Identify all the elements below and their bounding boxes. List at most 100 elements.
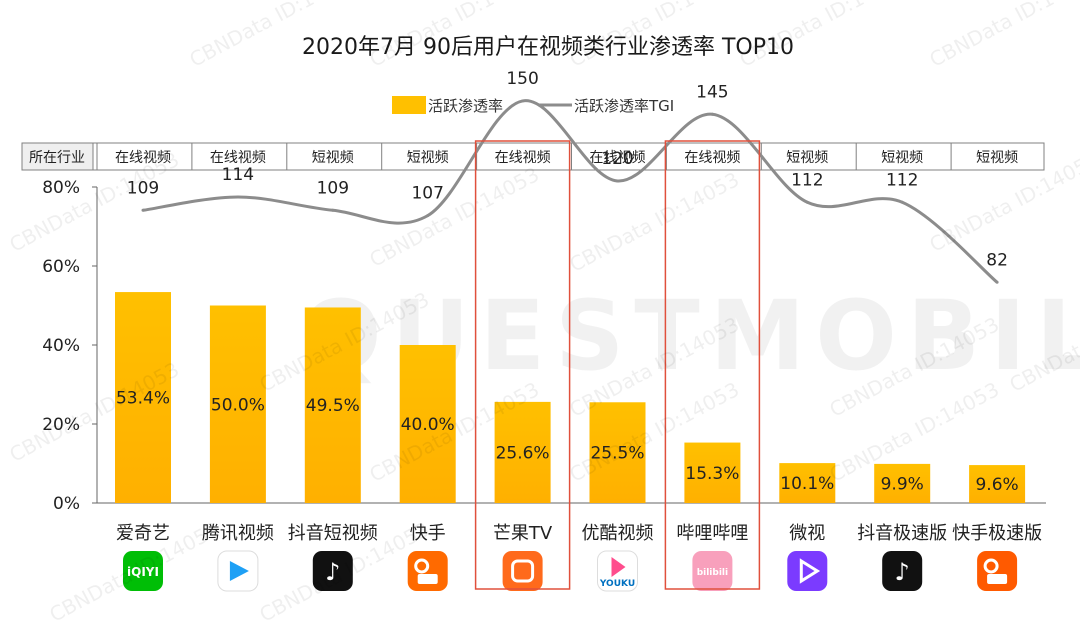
bar-value-label: 10.1% [780, 474, 834, 494]
note-glyph: ♪ [895, 558, 910, 586]
icon-tile [123, 551, 163, 591]
tgi-point [521, 99, 525, 103]
tgi-value-label: 114 [222, 165, 254, 185]
bar-value-label: 50.0% [211, 395, 265, 415]
tgi-value-label: 82 [986, 250, 1008, 270]
play-glyph [799, 558, 821, 584]
play-glyph [229, 561, 249, 581]
iqiyi-icon: iQIYI [123, 551, 163, 591]
header-label: 所在行业 [29, 150, 85, 166]
kuaishou-lite-icon [977, 551, 1018, 591]
app-icons: iQIYI ♪ YOUKU bilibili ♪ [123, 550, 1018, 592]
bar [494, 401, 551, 503]
icon-tile [787, 551, 828, 591]
icon-tile [692, 551, 733, 591]
glyph-camera [987, 574, 1008, 584]
category-label: 快手极速版 [952, 523, 1042, 544]
y-tick-label: 20% [42, 415, 80, 435]
category-label: 快手 [410, 523, 446, 544]
glyph-circle [983, 558, 999, 574]
kuaishou-icon [407, 551, 448, 591]
icon-text: YOUKU [599, 579, 635, 589]
bar [304, 307, 361, 503]
industry-label: 在线视频 [210, 150, 266, 166]
tgi-point [805, 200, 809, 204]
industry-label: 短视频 [312, 150, 354, 166]
legend-label-line: 活跃渗透率TGI [574, 97, 674, 115]
glyph-camera [417, 574, 438, 584]
bar-value-label: 40.0% [401, 415, 455, 435]
y-tick-label: 0% [53, 494, 80, 514]
icon-text: iQIYI [127, 565, 159, 579]
tgi-series: 109 114 109 107 150 120 145 112 112 82 [127, 69, 1008, 284]
bar-value-label: 9.6% [975, 475, 1018, 495]
header-label-cell [21, 142, 94, 171]
icon-tile [882, 551, 923, 591]
industry-label: 短视频 [881, 150, 923, 166]
bar [115, 292, 171, 503]
x-axis-categories: 爱奇艺 腾讯视频 抖音短视频 快手 芒果TV 优酷视频 哔哩哔哩 微视 抖音极速版 快手极速版 [116, 523, 1042, 544]
tgi-point [710, 112, 714, 116]
industry-label: 在线视频 [115, 150, 171, 166]
chart-title: 2020年7月 90后用户在视频类行业渗透率 TOP10 [302, 35, 794, 60]
icon-tile [977, 551, 1018, 591]
glyph-circle [414, 558, 430, 574]
tgi-point [331, 208, 335, 212]
industry-label: 短视频 [976, 150, 1018, 166]
industry-label: 短视频 [407, 150, 449, 166]
tgi-point [900, 200, 904, 204]
bar-value-label: 49.5% [306, 396, 360, 416]
highlight-box [664, 140, 761, 590]
chart: 2020年7月 90后用户在视频类行业渗透率 TOP10 活跃渗透率 活跃渗透率… [21, 35, 1046, 592]
bar-series: 53.4% 50.0% 49.5% 40.0% 25.6% 25.5% 15.3% 10.1%… [115, 292, 1026, 503]
bar-value-label: 25.5% [590, 444, 644, 464]
tgi-point [426, 214, 430, 218]
category-label: 优酷视频 [582, 523, 654, 544]
industry-label: 短视频 [786, 150, 828, 166]
bar [969, 465, 1026, 503]
category-label: 腾讯视频 [202, 523, 274, 544]
tgi-value-label: 120 [601, 149, 633, 169]
y-tick-label: 80% [42, 178, 80, 198]
legend: 活跃渗透率 活跃渗透率TGI [392, 96, 674, 115]
bar [874, 463, 931, 503]
tgi-value-label: 109 [127, 178, 159, 198]
icon-text: bilibili [697, 568, 728, 578]
industry-label: 在线视频 [684, 150, 740, 166]
tgi-point [141, 208, 145, 212]
douyin-icon: ♪ [312, 551, 353, 591]
tgi-point [616, 179, 619, 183]
category-label: 芒果TV [493, 523, 553, 544]
tgi-value-label: 112 [791, 170, 823, 190]
icon-tile [312, 551, 353, 591]
bar-value-label: 9.9% [881, 474, 924, 494]
icon-tile [502, 551, 543, 591]
industry-header-row: 所在行业 在线视频 在线视频 短视频 短视频 在线视频 在线视频 在线视频 短视频 短视频 短视频 [21, 142, 1045, 171]
tgi-value-label: 109 [317, 178, 349, 198]
highlight-boxes [474, 140, 761, 590]
legend-label-bar: 活跃渗透率 [428, 97, 503, 115]
category-label: 抖音极速版 [857, 523, 947, 544]
tgi-line [142, 99, 999, 284]
bar [589, 402, 646, 503]
play-glyph [611, 557, 626, 577]
bar [399, 345, 456, 503]
bar-value-label: 15.3% [685, 464, 739, 484]
tgi-value-label: 145 [696, 82, 728, 102]
youku-icon: YOUKU [597, 550, 638, 592]
legend-swatch-bar [392, 96, 426, 114]
icon-tile [407, 551, 448, 591]
industry-label: 在线视频 [590, 150, 646, 166]
tgi-point [995, 280, 999, 284]
category-label: 哔哩哔哩 [676, 523, 748, 544]
glyph-m [511, 559, 535, 583]
tgi-point [236, 195, 240, 199]
note-glyph: ♪ [325, 558, 340, 586]
category-label: 抖音短视频 [288, 523, 378, 544]
highlight-box [474, 140, 571, 590]
category-label: 爱奇艺 [116, 523, 170, 544]
bar-value-label: 25.6% [496, 443, 550, 463]
y-tick-label: 60% [42, 257, 80, 277]
bar-value-label: 53.4% [116, 389, 170, 409]
bilibili-icon: bilibili [692, 551, 733, 591]
